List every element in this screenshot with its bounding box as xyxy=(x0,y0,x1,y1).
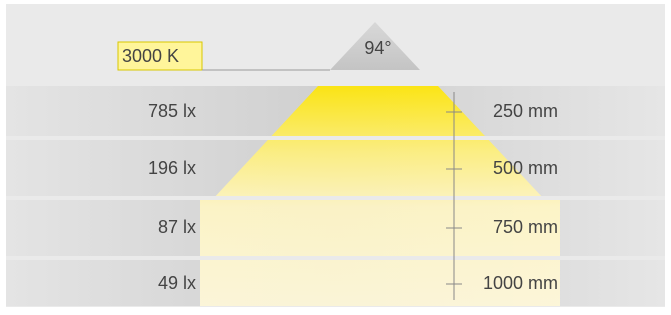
distance: 750 mm xyxy=(493,217,558,237)
beam-angle: 94° xyxy=(364,38,391,58)
gap xyxy=(6,136,665,140)
distance: 500 mm xyxy=(493,158,558,178)
diagram: 3000 K 94° 785 lx 196 lx 87 lx 49 lx 250… xyxy=(0,0,671,315)
page: 3000 K 94° 785 lx 196 lx 87 lx 49 lx 250… xyxy=(0,0,671,315)
gap xyxy=(6,256,665,260)
illuminance: 87 lx xyxy=(158,217,196,237)
distance: 1000 mm xyxy=(483,273,558,293)
illuminance: 49 lx xyxy=(158,273,196,293)
color-temperature: 3000 K xyxy=(122,46,179,66)
illuminance: 196 lx xyxy=(148,158,196,178)
gap xyxy=(6,196,665,200)
illuminance: 785 lx xyxy=(148,101,196,121)
distance: 250 mm xyxy=(493,101,558,121)
